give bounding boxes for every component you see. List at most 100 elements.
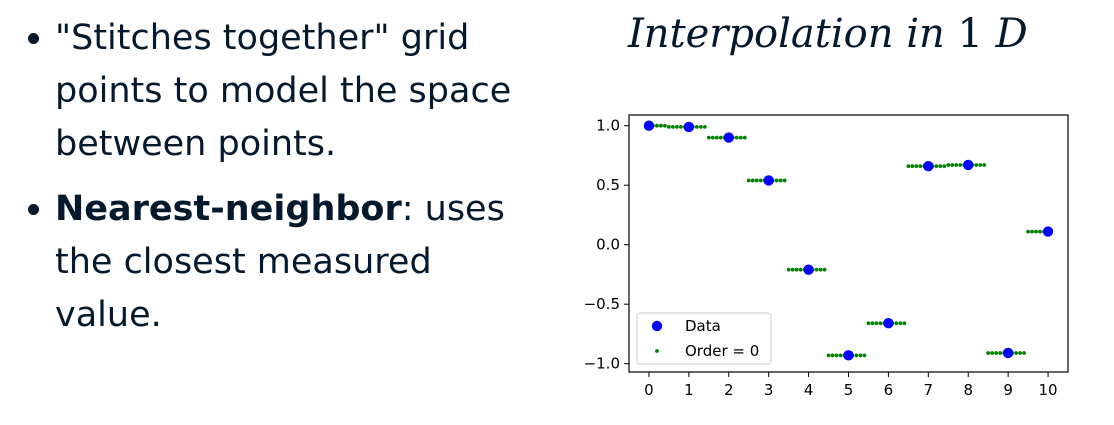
interp-point [1038, 229, 1042, 234]
interp-point [822, 267, 827, 272]
interp-point [710, 135, 715, 140]
interp-point [1022, 351, 1026, 355]
interp-point [659, 123, 663, 128]
interp-point [998, 351, 1003, 355]
interp-point [786, 267, 791, 272]
interp-point [838, 353, 843, 358]
interp-point [1034, 229, 1038, 234]
interp-point [854, 353, 859, 358]
interp-point [742, 135, 747, 140]
interp-point [858, 353, 863, 358]
x-tick-label: 3 [764, 381, 774, 399]
legend-marker-order [655, 349, 659, 353]
legend-marker-data [651, 320, 663, 332]
interp-point [798, 267, 803, 272]
chart-series [643, 120, 1054, 361]
interp-point [954, 163, 959, 167]
interp-point [794, 267, 799, 272]
interp-point [706, 135, 711, 140]
data-point [923, 160, 934, 172]
data-point [763, 175, 774, 186]
interp-point [671, 124, 675, 129]
interp-point [814, 267, 819, 272]
interp-point [774, 178, 779, 183]
title-word-interpolation: Interpolation [628, 11, 894, 57]
x-tick-label: 5 [844, 381, 854, 399]
x-tick-label: 2 [724, 381, 734, 399]
interp-point [834, 353, 839, 358]
interp-point [934, 164, 939, 169]
y-tick-label: −1.0 [584, 355, 620, 373]
x-tick-label: 9 [1003, 381, 1013, 399]
y-tick-label: −0.5 [584, 295, 620, 313]
title-word-d: D [995, 11, 1028, 57]
data-point [683, 121, 695, 133]
interp-point [790, 267, 795, 272]
interp-point [655, 123, 659, 128]
x-tick-label: 8 [963, 381, 973, 399]
interp-point [990, 351, 995, 355]
x-tick-label: 4 [804, 381, 814, 399]
interp-point [826, 353, 831, 358]
data-point [803, 264, 814, 275]
interp-point [918, 164, 923, 169]
interp-point [663, 123, 667, 128]
interp-point [894, 321, 899, 326]
interp-point [678, 124, 683, 129]
interp-point [674, 124, 679, 129]
data-point [1002, 347, 1014, 359]
x-tick-label: 6 [884, 381, 894, 399]
interp-point [702, 124, 707, 129]
interp-point [982, 163, 987, 167]
interp-point [1030, 229, 1034, 234]
interp-point [986, 351, 991, 355]
interp-point [714, 135, 719, 140]
interp-point [906, 164, 911, 169]
interp-point [878, 321, 883, 326]
interp-point [866, 321, 871, 326]
interpolation-chart: 0 1 2 3 4 5 6 7 8 9 10 1.0 0.5 0.0 −0.5 −1.0 Data Order… [584, 114, 1069, 399]
interp-point [902, 321, 907, 326]
interp-point [1026, 229, 1030, 234]
x-axis: 0 1 2 3 4 5 6 7 8 9 10 [644, 372, 1058, 399]
y-tick-label: 0.5 [596, 176, 620, 194]
y-tick-label: 0.0 [596, 236, 620, 254]
bullet-marker [28, 204, 39, 215]
interp-point [1014, 351, 1019, 355]
interp-point [758, 178, 763, 183]
interp-point [870, 321, 875, 326]
interp-point [946, 163, 951, 167]
interp-point [754, 178, 759, 183]
data-point [843, 350, 854, 361]
bullet-marker [28, 33, 39, 44]
interp-point [938, 164, 943, 169]
interp-point [978, 163, 983, 167]
bullet-text: : uses the closest measured value. [55, 189, 505, 335]
legend-box [636, 312, 772, 365]
interp-point [738, 135, 743, 140]
interp-point [898, 321, 903, 326]
data-point [1042, 226, 1054, 237]
interp-point [782, 178, 787, 183]
bullet-list: "Stitches together" grid points to model… [28, 12, 548, 354]
bullet-text: "Stitches together" grid points to model… [55, 18, 512, 164]
bullet-bold-term: Nearest-neighbor [55, 189, 402, 229]
x-tick-label: 7 [924, 381, 934, 399]
interp-point [830, 353, 835, 358]
interp-point [778, 178, 783, 183]
interp-point [958, 163, 963, 167]
interp-point [734, 135, 739, 140]
interp-point [862, 353, 867, 358]
slide-title: Interpolation in 1 D [628, 4, 1068, 64]
interp-point [746, 178, 751, 183]
y-axis: 1.0 0.5 0.0 −0.5 −1.0 [584, 117, 629, 373]
interp-point [914, 164, 919, 169]
x-tick-label: 10 [1038, 381, 1057, 399]
title-word-in: in [906, 11, 945, 57]
y-tick-label: 1.0 [596, 117, 620, 135]
interp-point [1018, 351, 1023, 355]
interp-point [667, 124, 671, 129]
x-tick-label: 0 [644, 381, 654, 399]
interp-point [974, 163, 979, 167]
data-point [963, 159, 974, 171]
